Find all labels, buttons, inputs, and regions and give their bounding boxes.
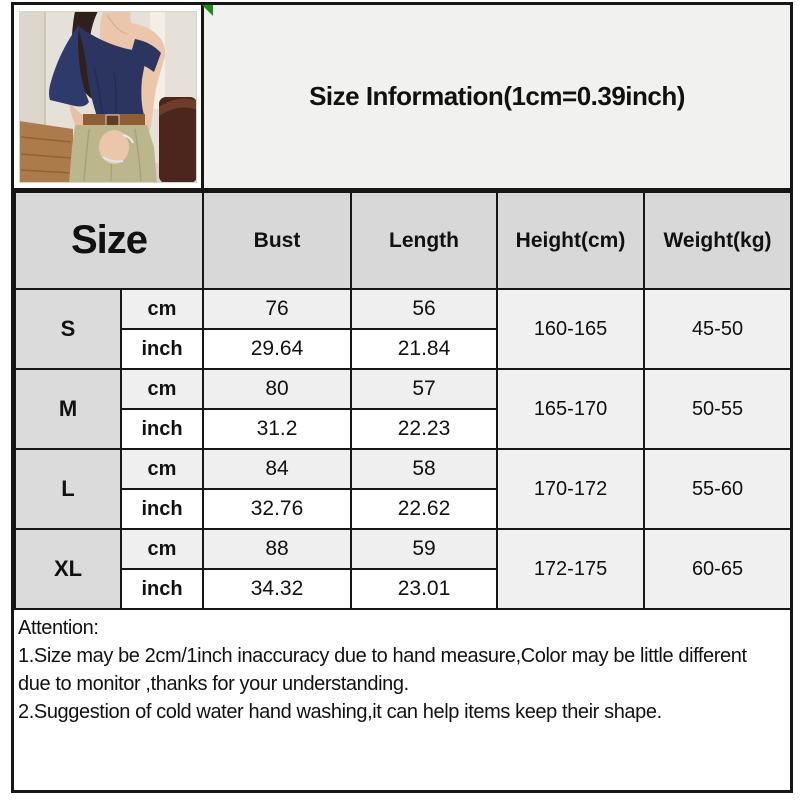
unit-label-inch: inch	[119, 408, 205, 450]
m-weight-range: 50-55	[643, 368, 793, 450]
m-length-cm: 57	[350, 368, 499, 410]
size-label-m: M	[14, 368, 122, 450]
size-information-header: Size Information(1cm=0.39inch)	[202, 5, 790, 188]
attention-note: Attention: 1.Size may be 2cm/1inch inacc…	[14, 610, 790, 790]
col-header-height: Height(cm)	[496, 191, 646, 290]
size-label-xl: XL	[14, 528, 122, 610]
unit-label-inch: inch	[119, 328, 205, 370]
col-header-size: Size	[13, 191, 205, 290]
product-photo-image	[18, 10, 197, 183]
size-label-s: S	[14, 288, 122, 370]
table-row: M cm 80 57 165-170 50-55	[14, 368, 793, 450]
s-weight-range: 45-50	[643, 288, 793, 370]
top-row: Size Information(1cm=0.39inch)	[14, 5, 790, 191]
table-row: inch 32.76 22.62	[15, 488, 791, 530]
l-bust-cm: 84	[202, 448, 353, 490]
table-row: S cm 76 56 160-165 45-50	[14, 288, 793, 370]
product-photo-cell	[14, 5, 204, 188]
page-title: Size Information(1cm=0.39inch)	[309, 81, 685, 111]
unit-label-inch: inch	[119, 488, 205, 530]
table-header-row: Size Bust Length Height(cm) Weight(kg)	[13, 191, 793, 290]
unit-label-cm: cm	[119, 528, 205, 570]
size-label-l: L	[14, 448, 122, 530]
attention-line-1: 1.Size may be 2cm/1inch inaccuracy due t…	[18, 645, 747, 667]
l-weight-range: 55-60	[643, 448, 793, 530]
m-length-inch: 22.23	[350, 408, 499, 450]
table-row: inch 29.64 21.84	[15, 328, 791, 370]
s-length-inch: 21.84	[350, 328, 499, 370]
unit-label-inch: inch	[119, 568, 205, 610]
l-bust-inch: 32.76	[202, 488, 353, 530]
attention-line-3: 2.Suggestion of cold water hand washing,…	[18, 701, 662, 723]
s-height-range: 160-165	[496, 288, 646, 370]
s-bust-cm: 76	[202, 288, 353, 330]
xl-height-range: 172-175	[496, 528, 646, 610]
m-bust-cm: 80	[202, 368, 353, 410]
xl-bust-inch: 34.32	[202, 568, 353, 610]
l-height-range: 170-172	[496, 448, 646, 530]
attention-title: Attention:	[18, 617, 99, 639]
m-height-range: 165-170	[496, 368, 646, 450]
xl-length-inch: 23.01	[350, 568, 499, 610]
table-row: inch 31.2 22.23	[15, 408, 791, 450]
col-header-length: Length	[350, 191, 499, 290]
table-row: L cm 84 58 170-172 55-60	[14, 448, 793, 530]
m-bust-inch: 31.2	[202, 408, 353, 450]
xl-bust-cm: 88	[202, 528, 353, 570]
col-header-weight: Weight(kg)	[643, 191, 793, 290]
xl-weight-range: 60-65	[643, 528, 793, 610]
attention-line-2: due to monitor ,thanks for your understa…	[18, 673, 409, 695]
size-table: Size Bust Length Height(cm) Weight(kg) S…	[13, 191, 793, 610]
unit-label-cm: cm	[119, 368, 205, 410]
l-length-inch: 22.62	[350, 488, 499, 530]
s-length-cm: 56	[350, 288, 499, 330]
table-row: XL cm 88 59 172-175 60-65	[14, 528, 793, 610]
l-length-cm: 58	[350, 448, 499, 490]
unit-label-cm: cm	[119, 288, 205, 330]
s-bust-inch: 29.64	[202, 328, 353, 370]
col-header-bust: Bust	[202, 191, 353, 290]
xl-length-cm: 59	[350, 528, 499, 570]
cell-corner-marker-icon	[202, 5, 213, 16]
unit-label-cm: cm	[119, 448, 205, 490]
chart-frame: Size Information(1cm=0.39inch) Size Bust…	[11, 2, 793, 793]
table-row: inch 34.32 23.01	[15, 568, 791, 610]
